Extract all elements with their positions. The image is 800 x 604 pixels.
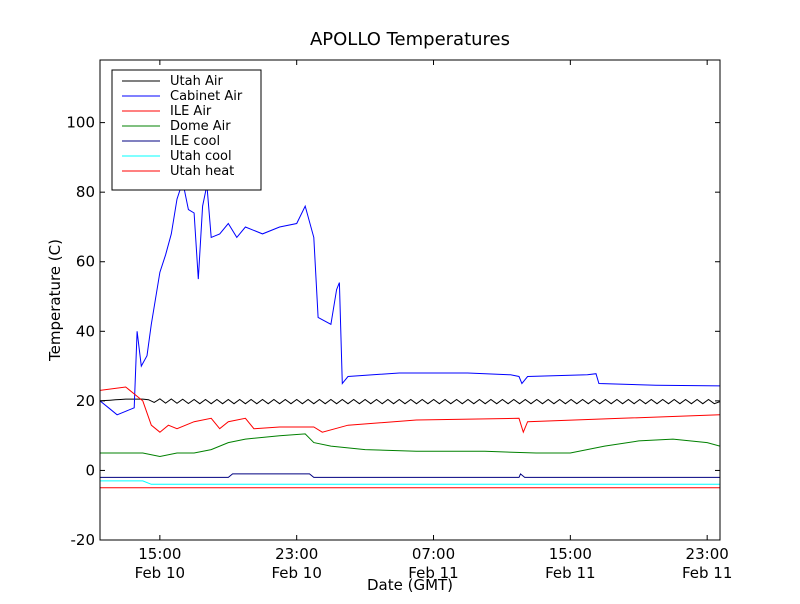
x-tick-label: 23:00 <box>686 545 729 563</box>
x-tick-date-label: Feb 10 <box>271 564 321 582</box>
x-tick-date-label: Feb 11 <box>408 564 458 582</box>
series-line-dome-air <box>100 433 720 458</box>
x-tick-date-label: Feb 11 <box>682 564 732 582</box>
legend-label: ILE Air <box>170 104 212 119</box>
legend-label: Utah heat <box>170 164 234 179</box>
y-axis-label: Temperature (C) <box>46 239 64 362</box>
x-tick-date-label: Feb 11 <box>545 564 595 582</box>
y-tick-label: 60 <box>76 253 95 271</box>
x-tick-label: 15:00 <box>138 545 181 563</box>
series-layer <box>100 179 720 489</box>
legend-label: Dome Air <box>170 119 231 134</box>
chart-title: APOLLO Temperatures <box>310 29 510 50</box>
series-line-utah-air <box>100 398 720 405</box>
y-axis: -20 0 20 40 60 80 100 <box>66 114 720 549</box>
x-axis-label: Date (GMT) <box>367 576 453 594</box>
series-line-cabinet-air <box>100 179 720 416</box>
y-tick-label: -20 <box>71 531 96 549</box>
legend-label: ILE cool <box>170 134 220 149</box>
x-tick-label: 07:00 <box>412 545 455 563</box>
legend-label: Utah Air <box>170 74 223 89</box>
y-tick-label: 20 <box>76 392 95 410</box>
y-tick-label: 80 <box>76 183 95 201</box>
x-tick-label: 23:00 <box>275 545 318 563</box>
x-tick-label: 15:00 <box>549 545 592 563</box>
legend-box <box>111 69 262 191</box>
series-line-ile-cool <box>100 473 720 478</box>
y-tick-label: 40 <box>76 322 95 340</box>
series-line-ile-air <box>100 386 720 434</box>
y-tick-label: 0 <box>85 461 95 479</box>
x-tick-date-label: Feb 10 <box>135 564 185 582</box>
plot-frame <box>99 59 721 541</box>
y-tick-label: 100 <box>66 114 95 132</box>
legend-label: Utah cool <box>170 149 232 164</box>
legend-label: Cabinet Air <box>170 89 243 104</box>
series-line-utah-cool <box>100 480 720 485</box>
